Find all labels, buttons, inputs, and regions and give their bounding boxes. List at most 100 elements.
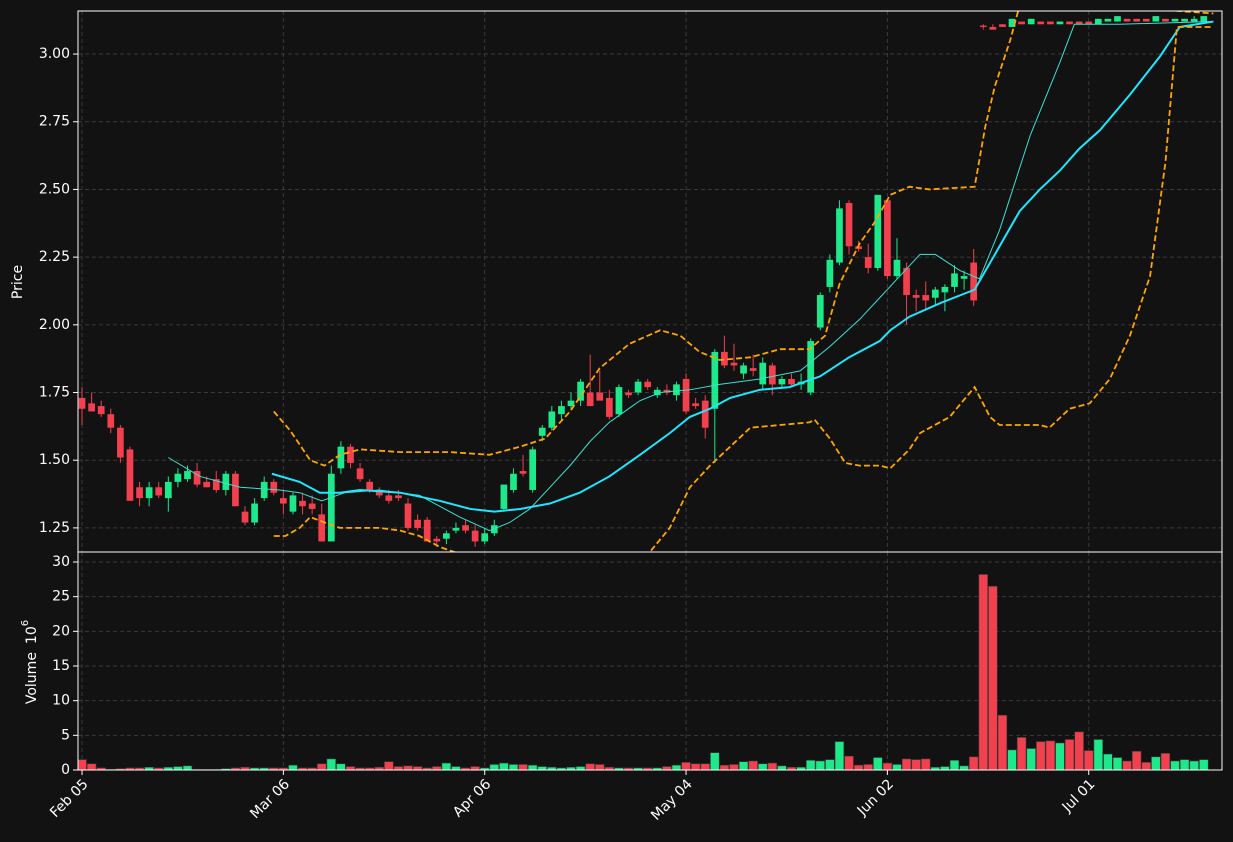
volume-bar xyxy=(968,756,979,770)
candle-body xyxy=(826,259,834,287)
y-tick-label: 2.75 xyxy=(39,114,70,130)
volume-frame xyxy=(77,551,1223,771)
volume-bar xyxy=(412,766,423,770)
volume-bar xyxy=(1055,742,1065,770)
volume-bar xyxy=(633,767,643,770)
candle-body xyxy=(308,503,316,509)
volume-bar xyxy=(863,764,873,770)
candle-body xyxy=(1142,18,1150,22)
candle-body xyxy=(912,295,920,298)
candle-body xyxy=(299,500,306,507)
volume-bar xyxy=(125,767,135,770)
candle-body xyxy=(577,381,584,401)
candle-body xyxy=(212,479,220,490)
volume-bar xyxy=(825,759,835,770)
y-tick-label: 3.00 xyxy=(39,46,70,62)
y-tick-label: 5 xyxy=(61,727,70,743)
volume-bar xyxy=(758,763,768,770)
candle-body xyxy=(558,406,565,415)
volume-bar xyxy=(690,763,701,770)
volume-bar xyxy=(556,767,567,770)
candle-body xyxy=(768,365,776,385)
candle-body xyxy=(807,341,815,393)
y-tick-label: 2.25 xyxy=(39,249,70,265)
candle-body xyxy=(519,471,527,474)
candle-body xyxy=(960,276,968,279)
volume-bar xyxy=(134,767,145,770)
candle-body xyxy=(126,449,134,501)
volume-bar xyxy=(729,764,739,770)
volume-bar xyxy=(182,765,193,770)
candle-body xyxy=(375,489,383,496)
candle-body xyxy=(874,194,882,268)
volume-bar xyxy=(959,765,969,770)
volume-bar xyxy=(1074,731,1084,770)
volume-bar xyxy=(1189,760,1199,770)
volume-bar xyxy=(345,766,356,770)
volume-bar xyxy=(1036,741,1046,770)
candle-body xyxy=(1047,21,1054,25)
volume-bar xyxy=(499,762,509,770)
candle-body xyxy=(951,273,958,287)
y-tick-label: 1.75 xyxy=(39,385,70,401)
candle-body xyxy=(1018,21,1025,25)
volume-bar xyxy=(719,764,730,770)
volume-bar xyxy=(1112,757,1123,770)
candle-body xyxy=(1171,18,1179,22)
volume-bar xyxy=(355,767,365,770)
candle-body xyxy=(979,25,987,27)
y-tick-label: 2.50 xyxy=(39,181,70,197)
candle-body xyxy=(471,530,479,542)
volume-bar xyxy=(700,763,710,770)
volume-bar xyxy=(988,585,998,770)
volume-bar xyxy=(1179,759,1190,770)
candle-body xyxy=(778,378,786,385)
candle-body xyxy=(845,202,853,247)
volume-bar xyxy=(1131,750,1142,770)
volume-bar xyxy=(997,714,1008,770)
volume-bar xyxy=(844,755,854,770)
volume-bar xyxy=(326,758,337,770)
candle-body xyxy=(232,473,239,507)
candle-body xyxy=(1008,18,1016,27)
candle-body xyxy=(404,503,412,528)
candle-body xyxy=(529,449,537,490)
candle-body xyxy=(184,471,191,480)
volume-bar xyxy=(422,767,432,770)
candle-body xyxy=(864,257,872,268)
overlay-line xyxy=(273,11,1214,467)
candle-body xyxy=(605,397,613,417)
candle-body xyxy=(462,525,469,531)
candle-body xyxy=(644,381,652,388)
candle-body xyxy=(1114,16,1121,22)
volume-bar xyxy=(921,758,931,770)
volume-bar xyxy=(949,759,960,770)
volume-bar xyxy=(652,767,662,770)
candle-body xyxy=(682,378,690,412)
candle-body xyxy=(596,392,604,401)
volume-bar xyxy=(1084,750,1094,770)
candle-body xyxy=(999,24,1006,27)
volume-bar xyxy=(892,764,902,770)
volume-bar xyxy=(882,762,893,770)
volume-bar xyxy=(1016,737,1027,770)
volume-bar xyxy=(1026,748,1036,770)
candle-body xyxy=(510,473,517,490)
volume-bar xyxy=(78,759,87,770)
candle-body xyxy=(433,538,441,542)
candle-body xyxy=(347,446,354,463)
candle-body xyxy=(855,246,862,250)
volume-bar xyxy=(1093,739,1104,770)
volume-bar xyxy=(288,764,298,770)
candle-body xyxy=(893,259,901,277)
volume-bar xyxy=(614,767,624,770)
volume-bar xyxy=(249,767,260,770)
candle-body xyxy=(145,487,153,499)
volume-bar xyxy=(307,767,317,770)
volume-bar xyxy=(441,762,452,770)
volume-bar xyxy=(585,763,595,770)
candle-body xyxy=(701,400,709,428)
volume-bar xyxy=(940,766,950,770)
volume-bar xyxy=(978,574,988,770)
